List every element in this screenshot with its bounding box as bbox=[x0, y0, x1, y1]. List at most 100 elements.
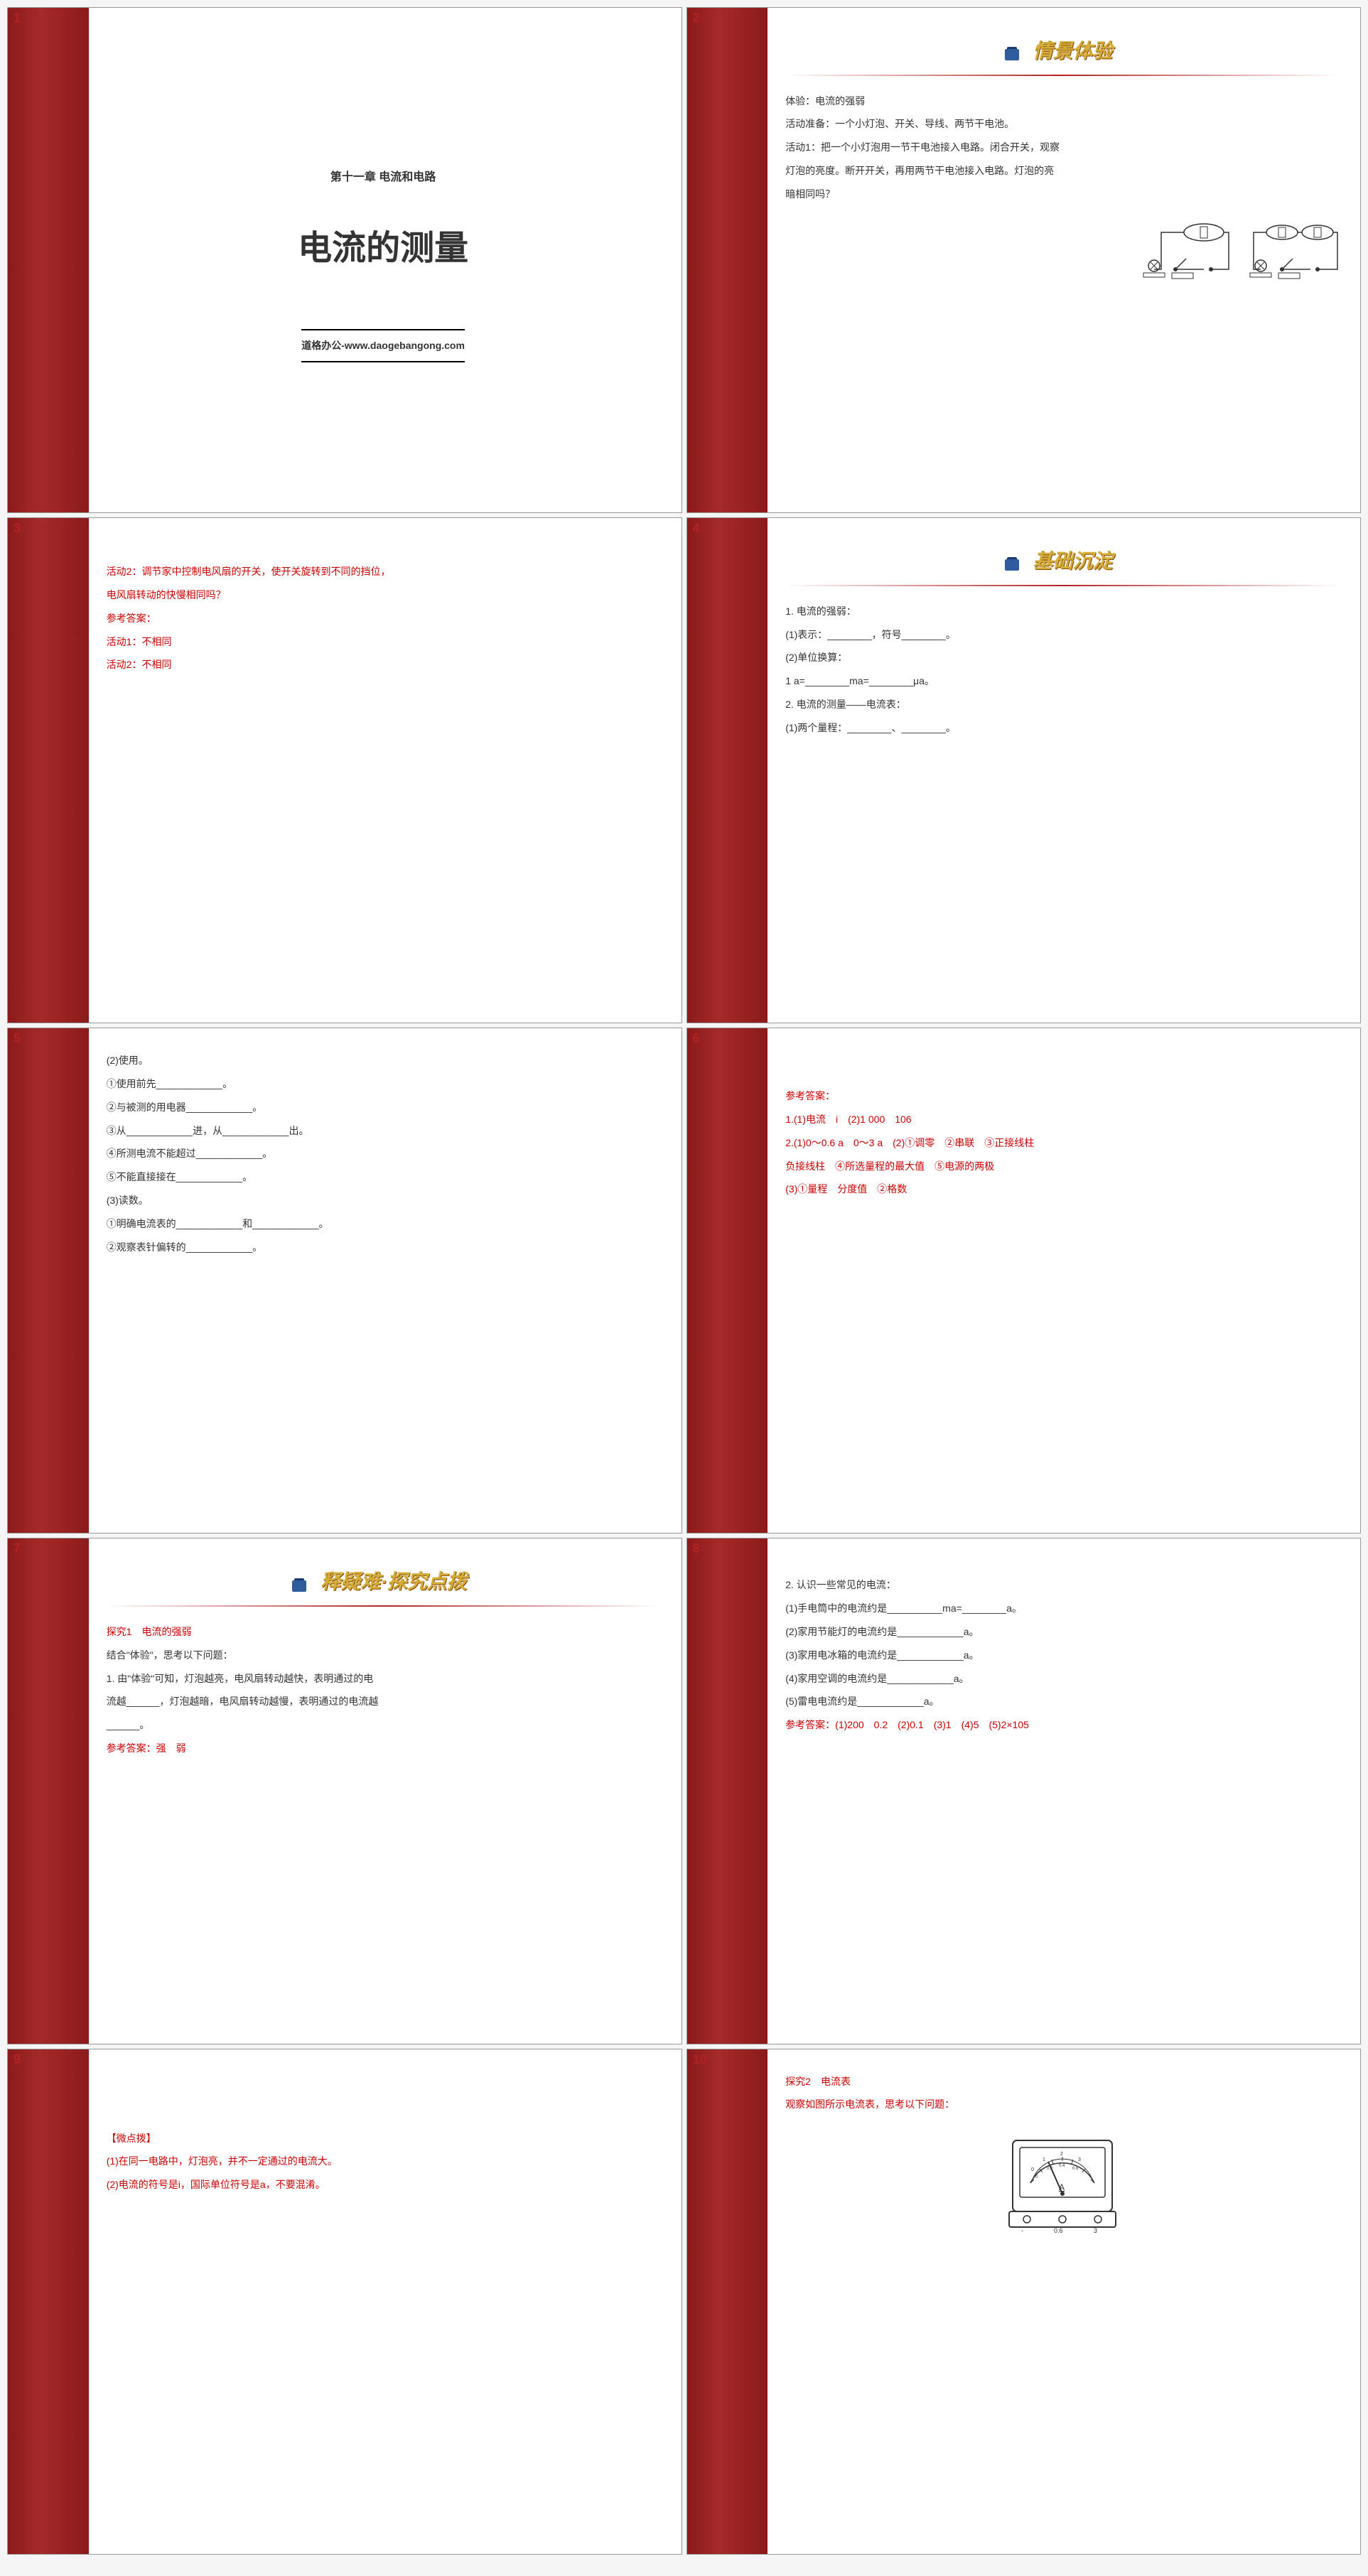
text-line: ①使用前先____________。 bbox=[107, 1073, 660, 1095]
text-line: 活动1：不相同 bbox=[107, 631, 660, 653]
sidebar-decoration bbox=[687, 1028, 768, 1533]
text-line: 【微点拨】 bbox=[107, 2128, 660, 2150]
svg-text:0: 0 bbox=[1031, 2167, 1034, 2172]
text-line: ④所测电流不能超过____________。 bbox=[107, 1143, 660, 1165]
slide-number: 10 bbox=[693, 2052, 707, 2067]
text-line: (3)读数。 bbox=[107, 1190, 660, 1212]
text-line: 1 a=________ma=________μa。 bbox=[785, 670, 1339, 692]
svg-text:2: 2 bbox=[1060, 2152, 1063, 2157]
text-line: 活动2：不相同 bbox=[107, 654, 660, 676]
slide-content: (2)使用。 ①使用前先____________。 ②与被测的用电器______… bbox=[89, 1028, 682, 1533]
text-line: 体验：电流的强弱 bbox=[785, 90, 1339, 112]
circuit-2-icon bbox=[1239, 220, 1339, 284]
slide-content: 第十一章 电流和电路 电流的测量 道格办公-www.daogebangong.c… bbox=[89, 8, 682, 512]
slide-number: 4 bbox=[693, 521, 700, 536]
svg-text:1: 1 bbox=[1043, 2157, 1045, 2162]
slide-number: 5 bbox=[14, 1031, 21, 1046]
text-line: 活动2：调节家中控制电风扇的开关，使开关旋转到不同的挡位， bbox=[107, 561, 660, 583]
section-header: 释疑难·探究点拨 bbox=[107, 1560, 660, 1607]
slide-content: 释疑难·探究点拨 探究1 电流的强弱 结合"体验"，思考以下问题： 1. 由"体… bbox=[89, 1538, 682, 2043]
text-line: (1)手电筒中的电流约是__________ma=________a。 bbox=[785, 1597, 1339, 1620]
book-icon bbox=[1005, 559, 1019, 571]
text-line: (1)两个量程：________、________。 bbox=[785, 717, 1339, 739]
text-line: (2)电流的符号是i，国际单位符号是a，不要混淆。 bbox=[107, 2174, 660, 2196]
text-line: (1)表示：________，符号________。 bbox=[785, 624, 1339, 646]
text-line: ①明确电流表的____________和____________。 bbox=[107, 1213, 660, 1235]
sidebar-decoration bbox=[8, 2049, 89, 2554]
text-line: 参考答案：(1)200 0.2 (2)0.1 (3)1 (4)5 (5)2×10… bbox=[785, 1714, 1339, 1736]
sidebar-decoration bbox=[8, 1028, 89, 1533]
slide-4: 4 基础沉淀 1. 电流的强弱： (1)表示：________，符号______… bbox=[686, 517, 1362, 1023]
svg-text:3: 3 bbox=[1078, 2157, 1081, 2162]
section-underline bbox=[785, 75, 1339, 76]
slide-content: 基础沉淀 1. 电流的强弱： (1)表示：________，符号________… bbox=[768, 518, 1360, 1023]
section-title: 基础沉淀 bbox=[1026, 539, 1120, 583]
text-line: 1. 电流的强弱： bbox=[785, 600, 1339, 623]
text-line: 活动1：把一个小灯泡用一节干电池接入电路。闭合开关，观察 bbox=[785, 136, 1339, 158]
slide-number: 9 bbox=[14, 2052, 21, 2067]
circuit-1-icon bbox=[1133, 220, 1232, 284]
slide-9: 9 【微点拨】 (1)在同一电路中，灯泡亮，并不一定通过的电流大。 (2)电流的… bbox=[7, 2049, 682, 2555]
sidebar-decoration bbox=[687, 518, 768, 1023]
text-line: 电风扇转动的快慢相同吗？ bbox=[107, 584, 660, 606]
slide-content: 活动2：调节家中控制电风扇的开关，使开关旋转到不同的挡位， 电风扇转动的快慢相同… bbox=[89, 518, 682, 1023]
text-line: 1.(1)电流 i (2)1 000 106 bbox=[785, 1109, 1339, 1131]
slide-8: 8 2. 认识一些常见的电流： (1)手电筒中的电流约是__________ma… bbox=[686, 1538, 1362, 2044]
section-title: 释疑难·探究点拨 bbox=[313, 1560, 473, 1604]
text-line: 2. 认识一些常见的电流： bbox=[785, 1574, 1339, 1596]
text-line: (5)雷电电流约是____________a。 bbox=[785, 1691, 1339, 1713]
sidebar-decoration bbox=[687, 1538, 768, 2043]
section-header: 基础沉淀 bbox=[785, 539, 1339, 586]
svg-text:0.6: 0.6 bbox=[1072, 2167, 1079, 2171]
svg-text:-: - bbox=[1021, 2227, 1023, 2234]
text-line: (1)在同一电路中，灯泡亮，并不一定通过的电流大。 bbox=[107, 2150, 660, 2172]
slide-content: 情景体验 体验：电流的强弱 活动准备：一个小灯泡、开关、导线、两节干电池。 活动… bbox=[768, 8, 1360, 512]
slide-content: 探究2 电流表 观察如图所示电流表，思考以下问题： bbox=[768, 2049, 1360, 2554]
slide-content: 2. 认识一些常见的电流： (1)手电筒中的电流约是__________ma=_… bbox=[768, 1538, 1360, 2043]
slide-10: 10 探究2 电流表 观察如图所示电流表，思考以下问题： bbox=[686, 2049, 1362, 2555]
text-line: 参考答案：强 弱 bbox=[107, 1737, 660, 1759]
footer-link: 道格办公-www.daogebangong.com bbox=[301, 329, 465, 362]
text-line: 参考答案： bbox=[107, 608, 660, 630]
svg-text:3: 3 bbox=[1094, 2227, 1097, 2234]
sidebar-decoration bbox=[8, 518, 89, 1023]
text-line: ②观察表针偏转的____________。 bbox=[107, 1236, 660, 1259]
text-line: 观察如图所示电流表，思考以下问题： bbox=[785, 2093, 1339, 2116]
slide-5: 5 (2)使用。 ①使用前先____________。 ②与被测的用电器____… bbox=[7, 1028, 682, 1534]
text-line: ③从____________进，从____________出。 bbox=[107, 1120, 660, 1142]
section-underline bbox=[107, 1605, 660, 1607]
text-line: 活动准备：一个小灯泡、开关、导线、两节干电池。 bbox=[785, 113, 1339, 135]
text-line: 负接线柱 ④所选量程的最大值 ⑤电源的两极 bbox=[785, 1155, 1339, 1177]
text-line: 2. 电流的测量——电流表： bbox=[785, 694, 1339, 716]
sidebar-decoration bbox=[687, 2049, 768, 2554]
text-line: (4)家用空调的电流约是____________a。 bbox=[785, 1668, 1339, 1690]
text-line: 灯泡的亮度。断开开关，再用两节干电池接入电路。灯泡的亮 bbox=[785, 160, 1339, 182]
svg-text:0.6: 0.6 bbox=[1054, 2227, 1063, 2234]
text-line: 流越______，灯泡越暗，电风扇转动越慢，表明通过的电流越 bbox=[107, 1691, 660, 1713]
chapter-label: 第十一章 电流和电路 bbox=[330, 165, 436, 190]
slide-number: 8 bbox=[693, 1541, 700, 1556]
text-line: (2)使用。 bbox=[107, 1050, 660, 1072]
slide-number: 3 bbox=[14, 521, 21, 536]
text-line: 探究2 电流表 bbox=[785, 2071, 1339, 2093]
circuit-diagram bbox=[785, 220, 1339, 284]
text-line: 参考答案： bbox=[785, 1085, 1339, 1107]
slide-2: 2 情景体验 体验：电流的强弱 活动准备：一个小灯泡、开关、导线、两节干电池。 … bbox=[686, 7, 1362, 513]
ammeter-icon: 0 1 2 3 0 0.2 0.4 0.6 A - 0.6 bbox=[998, 2130, 1126, 2236]
text-line: 探究1 电流的强弱 bbox=[107, 1621, 660, 1643]
text-line: ______。 bbox=[107, 1714, 660, 1736]
slide-6: 6 参考答案： 1.(1)电流 i (2)1 000 106 2.(1)0～0.… bbox=[686, 1028, 1362, 1534]
text-line: (3)家用电冰箱的电流约是____________a。 bbox=[785, 1644, 1339, 1666]
slide-content: 参考答案： 1.(1)电流 i (2)1 000 106 2.(1)0～0.6 … bbox=[768, 1028, 1360, 1533]
text-line: 暗相同吗？ bbox=[785, 183, 1339, 205]
slide-grid: 1 第十一章 电流和电路 电流的测量 道格办公-www.daogebangong… bbox=[7, 7, 1361, 2555]
section-header: 情景体验 bbox=[785, 29, 1339, 76]
sidebar-decoration bbox=[687, 8, 768, 512]
svg-text:0.4: 0.4 bbox=[1059, 2164, 1065, 2168]
slide-number: 7 bbox=[14, 1541, 21, 1556]
text-line: 1. 由"体验"可知，灯泡越亮，电风扇转动越快，表明通过的电 bbox=[107, 1668, 660, 1690]
text-line: (2)单位换算： bbox=[785, 647, 1339, 669]
book-icon bbox=[292, 1580, 306, 1592]
slide-number: 6 bbox=[693, 1031, 700, 1046]
text-line: 结合"体验"，思考以下问题： bbox=[107, 1644, 660, 1666]
